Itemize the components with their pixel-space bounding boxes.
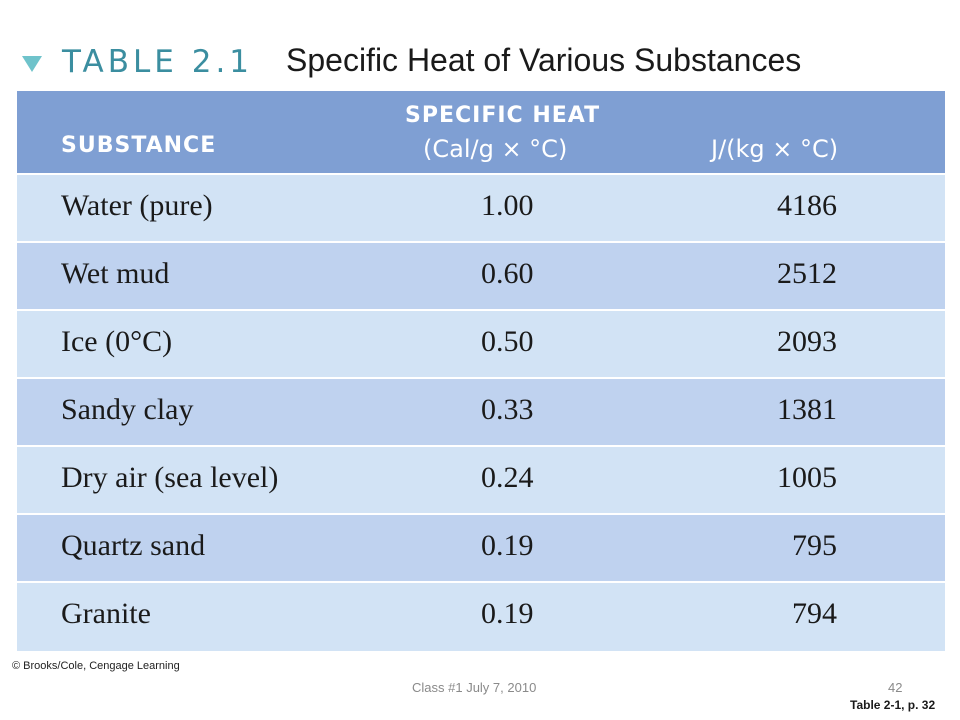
cell-substance: Water (pure) <box>61 189 213 222</box>
table-title: Specific Heat of Various Substances <box>286 42 802 78</box>
table-row: Granite 0.19 794 <box>17 581 945 649</box>
page-number: 42 <box>888 680 903 695</box>
cell-joule: 2093 <box>777 325 837 358</box>
cell-substance: Wet mud <box>61 257 170 290</box>
cell-joule: 2512 <box>777 257 837 290</box>
cell-cal: 0.19 <box>481 529 534 562</box>
slide-footer: Class #1 July 7, 2010 <box>412 680 537 695</box>
header-substance: SUBSTANCE <box>61 133 217 158</box>
cell-cal: 1.00 <box>481 189 534 222</box>
cell-substance: Quartz sand <box>61 529 206 562</box>
table-header: SUBSTANCE SPECIFIC HEAT (Cal/g × °C) J/(… <box>17 91 945 173</box>
specific-heat-table: SUBSTANCE SPECIFIC HEAT (Cal/g × °C) J/(… <box>17 91 945 651</box>
cell-cal: 0.60 <box>481 257 534 290</box>
cell-cal: 0.19 <box>481 597 534 630</box>
cell-joule: 794 <box>792 597 837 630</box>
table-row: Quartz sand 0.19 795 <box>17 513 945 581</box>
triangle-bullet-icon <box>22 56 42 72</box>
slide-title: TABLE 2.1 Specific Heat of Various Subst… <box>18 40 948 88</box>
cell-substance: Ice (0°C) <box>61 325 173 358</box>
copyright-note: © Brooks/Cole, Cengage Learning <box>12 660 180 672</box>
table-row: Dry air (sea level) 0.24 1005 <box>17 445 945 513</box>
cell-substance: Granite <box>61 597 151 630</box>
cell-cal: 0.50 <box>481 325 534 358</box>
cell-joule: 1381 <box>777 393 837 426</box>
cell-cal: 0.33 <box>481 393 534 426</box>
cell-substance: Dry air (sea level) <box>61 461 279 494</box>
table-row: Sandy clay 0.33 1381 <box>17 377 945 445</box>
cell-joule: 795 <box>792 529 837 562</box>
cell-cal: 0.24 <box>481 461 534 494</box>
table-row: Water (pure) 1.00 4186 <box>17 173 945 241</box>
cell-joule: 4186 <box>777 189 837 222</box>
table-row: Wet mud 0.60 2512 <box>17 241 945 309</box>
header-specific-heat: SPECIFIC HEAT <box>405 103 601 128</box>
table-row: Ice (0°C) 0.50 2093 <box>17 309 945 377</box>
table-reference: Table 2-1, p. 32 <box>850 698 936 712</box>
header-unit-cal: (Cal/g × °C) <box>423 135 568 163</box>
cell-substance: Sandy clay <box>61 393 194 426</box>
cell-joule: 1005 <box>777 461 837 494</box>
header-unit-joule: J/(kg × °C) <box>711 135 839 163</box>
table-number: TABLE 2.1 <box>62 44 254 80</box>
